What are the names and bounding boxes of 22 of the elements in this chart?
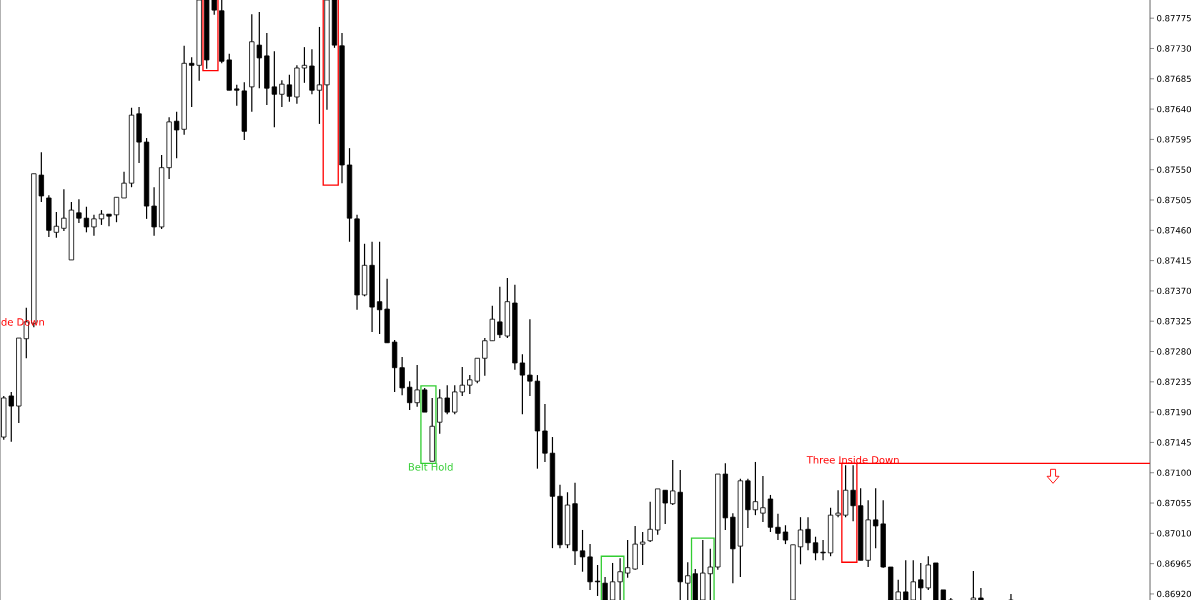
y-tick-label: 0.87595	[1157, 136, 1191, 143]
y-tick-label: 0.87415	[1157, 257, 1191, 264]
y-tick-label: 0.87280	[1157, 348, 1191, 355]
y-tick-label: 0.87370	[1157, 287, 1191, 295]
y-tick-label: 0.87325	[1157, 318, 1191, 325]
y-tick-label: 0.86920	[1157, 590, 1191, 598]
y-tick-label: 0.87055	[1157, 499, 1191, 507]
y-tick-label: 0.87100	[1157, 469, 1191, 476]
y-tick-label: 0.87145	[1157, 439, 1191, 446]
y-tick-label: 0.87685	[1157, 75, 1191, 82]
y-tick-label: 0.87730	[1157, 45, 1191, 52]
y-tick-label: 0.87775	[1157, 14, 1191, 22]
y-tick-label: 0.87505	[1157, 196, 1191, 204]
y-tick-label: 0.87640	[1157, 105, 1191, 113]
y-tick-label: 0.86965	[1157, 560, 1191, 567]
y-tick-label: 0.87235	[1157, 378, 1191, 386]
y-tick-label: 0.87460	[1157, 227, 1191, 234]
y-tick-label: 0.87190	[1157, 408, 1191, 416]
y-tick-label: 0.87010	[1157, 530, 1191, 537]
y-tick-label: 0.87550	[1157, 166, 1191, 173]
annotation: Belt Hold	[408, 462, 453, 471]
annotation: Three Inside Down	[806, 455, 899, 464]
